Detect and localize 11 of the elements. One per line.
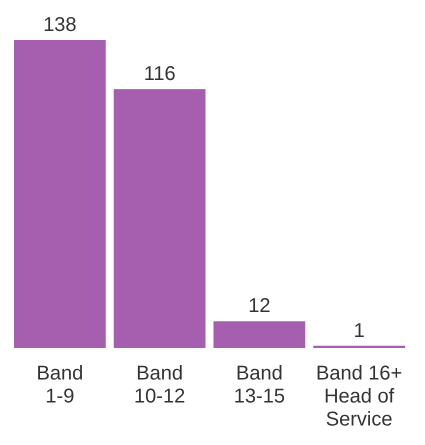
bar xyxy=(114,89,206,348)
data-label: 1 xyxy=(354,320,365,342)
data-label: 116 xyxy=(144,63,176,86)
x-tick-label: Band 10-12 xyxy=(134,362,186,408)
data-label: 138 xyxy=(43,14,77,36)
bar xyxy=(14,40,106,348)
x-tick-label: Band 16+ Head of Service xyxy=(316,362,402,430)
x-tick-label: Band 1-9 xyxy=(36,362,84,408)
data-label: 12 xyxy=(248,295,270,318)
bar xyxy=(213,321,306,348)
x-tick-label: Band 13-15 xyxy=(234,362,285,408)
